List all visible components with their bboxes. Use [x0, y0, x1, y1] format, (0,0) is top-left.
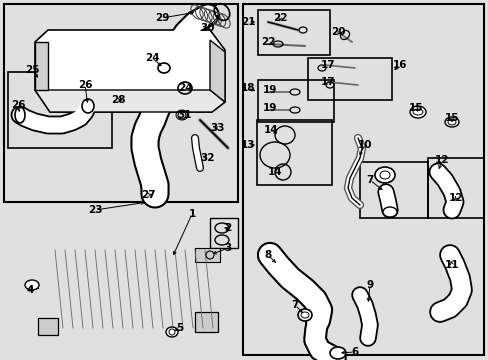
Ellipse shape [382, 207, 396, 217]
Text: 11: 11 [444, 260, 458, 270]
Text: 10: 10 [357, 140, 371, 150]
Text: 2: 2 [224, 223, 231, 233]
Text: 26: 26 [11, 100, 25, 110]
Bar [243, 4, 483, 355]
Text: 6: 6 [351, 347, 358, 357]
Polygon shape [35, 30, 224, 112]
Ellipse shape [165, 327, 178, 337]
Text: 31: 31 [177, 110, 192, 120]
Bar [4, 4, 238, 202]
Text: 16: 16 [392, 60, 407, 70]
Bar [359, 162, 427, 218]
Text: 19: 19 [262, 85, 277, 95]
Text: 27: 27 [141, 190, 155, 200]
Text: 18: 18 [240, 83, 255, 93]
Text: 24: 24 [177, 83, 192, 93]
Text: 33: 33 [210, 123, 225, 133]
Ellipse shape [409, 106, 425, 118]
Text: 7: 7 [291, 300, 298, 310]
Text: 24: 24 [144, 53, 159, 63]
Text: 29: 29 [155, 13, 169, 23]
Bar [258, 10, 329, 55]
Text: 8: 8 [264, 250, 271, 260]
Text: 28: 28 [110, 95, 125, 105]
Text: 26: 26 [78, 80, 92, 90]
Ellipse shape [329, 347, 346, 359]
Bar [427, 158, 483, 218]
Polygon shape [35, 90, 224, 112]
Text: 13: 13 [240, 140, 255, 150]
Polygon shape [35, 42, 48, 90]
Text: 7: 7 [366, 175, 373, 185]
Text: 20: 20 [330, 27, 345, 37]
Text: 32: 32 [201, 153, 215, 163]
Text: 12: 12 [448, 193, 462, 203]
Text: 22: 22 [272, 13, 286, 23]
Bar [118, 96, 130, 104]
Text: 5: 5 [176, 323, 183, 333]
Text: 21: 21 [240, 17, 255, 27]
Bar [209, 218, 238, 248]
Ellipse shape [374, 167, 394, 183]
Ellipse shape [25, 280, 39, 290]
Text: 12: 12 [434, 155, 448, 165]
Text: 30: 30 [201, 23, 215, 33]
Text: 17: 17 [320, 60, 335, 70]
Text: 15: 15 [444, 113, 458, 123]
Bar [28, 282, 38, 288]
Bar [195, 248, 220, 262]
Ellipse shape [444, 117, 458, 127]
Text: 14: 14 [267, 167, 282, 177]
Bar [38, 318, 58, 335]
Text: 17: 17 [320, 77, 335, 87]
Text: 15: 15 [408, 103, 423, 113]
Text: 9: 9 [366, 280, 373, 290]
Text: 14: 14 [263, 125, 278, 135]
Bar [8, 72, 112, 148]
Text: 19: 19 [262, 103, 277, 113]
Bar [307, 58, 391, 100]
Bar [257, 120, 331, 185]
Text: 25: 25 [25, 65, 39, 75]
Text: 3: 3 [224, 243, 231, 253]
Text: 4: 4 [26, 285, 34, 295]
Ellipse shape [297, 309, 311, 321]
Text: 23: 23 [87, 205, 102, 215]
Bar [258, 80, 333, 122]
Text: 22: 22 [260, 37, 275, 47]
Text: 1: 1 [188, 209, 195, 219]
Bar [195, 312, 218, 332]
Polygon shape [209, 40, 224, 102]
